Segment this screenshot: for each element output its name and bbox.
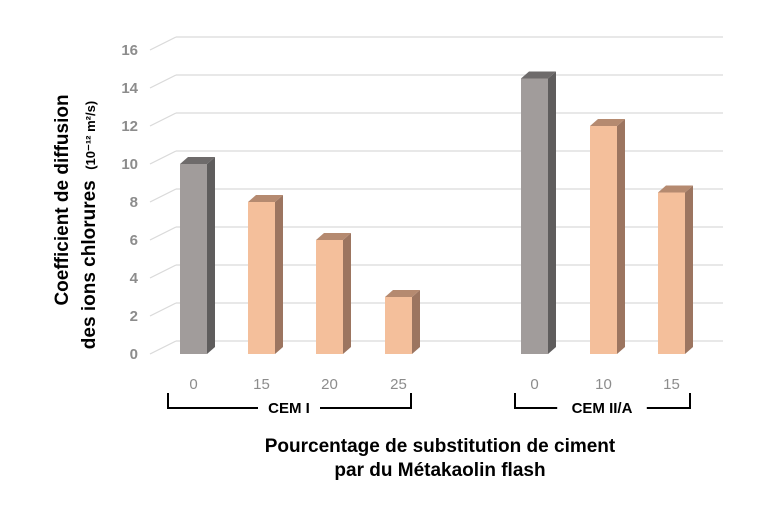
- bar-top: [521, 71, 556, 79]
- bar: [590, 119, 625, 354]
- bar-side: [685, 185, 693, 354]
- x-category-label: 0: [530, 376, 538, 393]
- bar: [248, 195, 283, 354]
- y-axis-title-line1: Coefficient de diffusion: [52, 94, 73, 305]
- gridline-diagonal: [149, 36, 177, 51]
- y-axis-ticks: 0 2 4 6 8 10 12 14 16: [121, 42, 138, 363]
- gridline-diagonal: [149, 264, 177, 279]
- bar: [180, 157, 215, 354]
- bar: [658, 185, 693, 354]
- gridline-diagonal: [149, 302, 177, 317]
- bar: [521, 71, 556, 354]
- gridline-diagonal: [149, 188, 177, 203]
- x-category-label: 15: [253, 376, 270, 393]
- y-axis-unit: (10⁻¹² m²/s): [83, 101, 98, 170]
- x-category-label: 0: [189, 376, 197, 393]
- bracket-left: [167, 393, 258, 409]
- gridline-diagonal: [149, 226, 177, 241]
- bar-front: [521, 78, 548, 354]
- y-axis-title-line2: des ions chlorures: [79, 180, 100, 349]
- bar-top: [248, 195, 283, 202]
- svg-text:des ions chlorures (10⁻¹: des ions chlorures (10⁻¹² m²/s): [79, 101, 100, 349]
- y-tick-label: 16: [121, 42, 138, 59]
- bar-top: [658, 185, 693, 193]
- bar-side: [275, 195, 283, 354]
- bar-top: [316, 233, 351, 240]
- group-brackets: CEM I CEM II/A: [167, 393, 691, 417]
- bar: [385, 290, 420, 354]
- bar: [316, 233, 351, 354]
- bracket-left: [514, 393, 558, 409]
- y-tick-label: 6: [130, 232, 138, 249]
- x-category-label: 20: [321, 376, 338, 393]
- bar-front: [590, 126, 617, 354]
- bar-top: [180, 157, 215, 164]
- bar-front: [248, 202, 275, 354]
- y-tick-label: 2: [130, 308, 138, 325]
- bar-side: [617, 119, 625, 354]
- x-axis-categories: 0 15 20 25 0 10 15: [189, 376, 680, 393]
- bar-side: [548, 71, 556, 354]
- bar-front: [316, 240, 343, 354]
- bar-front: [180, 164, 207, 354]
- y-tick-label: 8: [130, 194, 138, 211]
- bar-front: [385, 297, 412, 354]
- bar-top: [590, 119, 625, 126]
- bar-side: [343, 233, 351, 354]
- y-tick-label: 4: [130, 270, 139, 287]
- x-axis-title-line2: par du Métakaolin flash: [334, 460, 545, 481]
- gridlines: [149, 36, 723, 355]
- gridline-diagonal: [149, 74, 177, 89]
- bar-front: [658, 192, 685, 354]
- gridline-diagonal: [149, 112, 177, 127]
- gridline-diagonal: [149, 150, 177, 165]
- bar-side: [412, 290, 420, 354]
- y-axis-title: Coefficient de diffusion: [52, 94, 73, 305]
- bracket-right: [320, 393, 412, 409]
- x-axis-title-line1: Pourcentage de substitution de ciment: [265, 436, 616, 457]
- y-tick-label: 10: [121, 156, 138, 173]
- group-label: CEM I: [268, 400, 310, 417]
- bracket-right: [646, 393, 691, 409]
- bars: [180, 71, 693, 354]
- x-category-label: 15: [663, 376, 680, 393]
- x-category-label: 10: [595, 376, 612, 393]
- y-tick-label: 0: [130, 346, 138, 363]
- y-tick-label: 12: [121, 118, 138, 135]
- bar-top: [385, 290, 420, 297]
- x-category-label: 25: [390, 376, 407, 393]
- bar-side: [207, 157, 215, 354]
- y-axis-title-2: des ions chlorures (10⁻¹² m²/s): [79, 101, 100, 349]
- gridline-diagonal: [149, 340, 177, 355]
- y-tick-label: 14: [121, 80, 138, 97]
- group-label: CEM II/A: [572, 400, 633, 417]
